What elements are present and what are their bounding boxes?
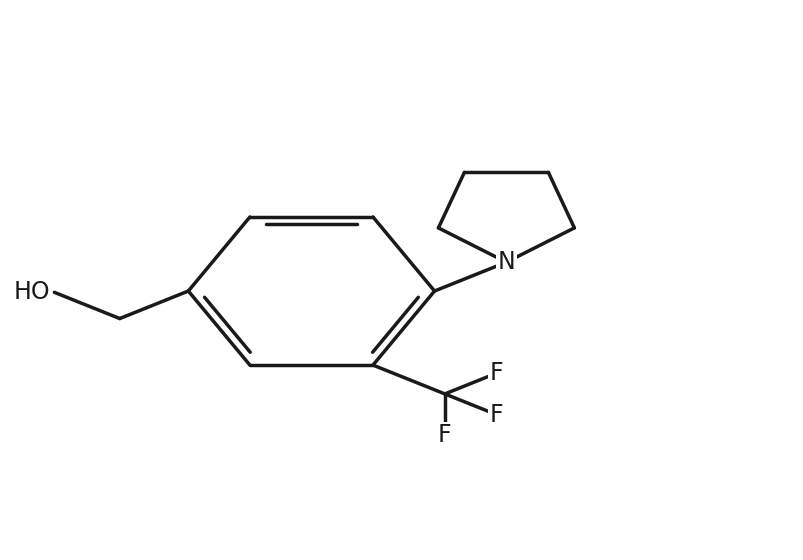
Text: HO: HO [14, 281, 51, 304]
Text: F: F [489, 361, 503, 385]
Text: F: F [438, 423, 451, 447]
Text: N: N [497, 250, 515, 274]
Text: F: F [489, 403, 503, 427]
